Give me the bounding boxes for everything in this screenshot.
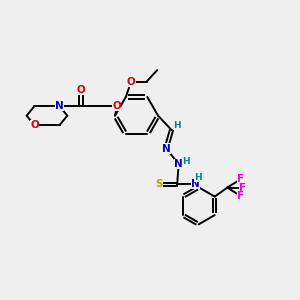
Text: N: N	[174, 159, 183, 169]
Text: H: H	[173, 121, 181, 130]
Text: N: N	[55, 101, 64, 111]
Text: N: N	[162, 143, 170, 154]
Text: H: H	[194, 173, 201, 182]
Text: O: O	[127, 76, 136, 86]
Text: S: S	[155, 179, 163, 189]
Text: O: O	[30, 120, 39, 130]
Text: F: F	[237, 191, 244, 201]
Text: F: F	[239, 183, 246, 193]
Text: H: H	[183, 157, 190, 166]
Text: F: F	[237, 174, 244, 184]
Text: O: O	[112, 101, 121, 111]
Text: O: O	[76, 85, 85, 95]
Text: N: N	[191, 179, 200, 189]
